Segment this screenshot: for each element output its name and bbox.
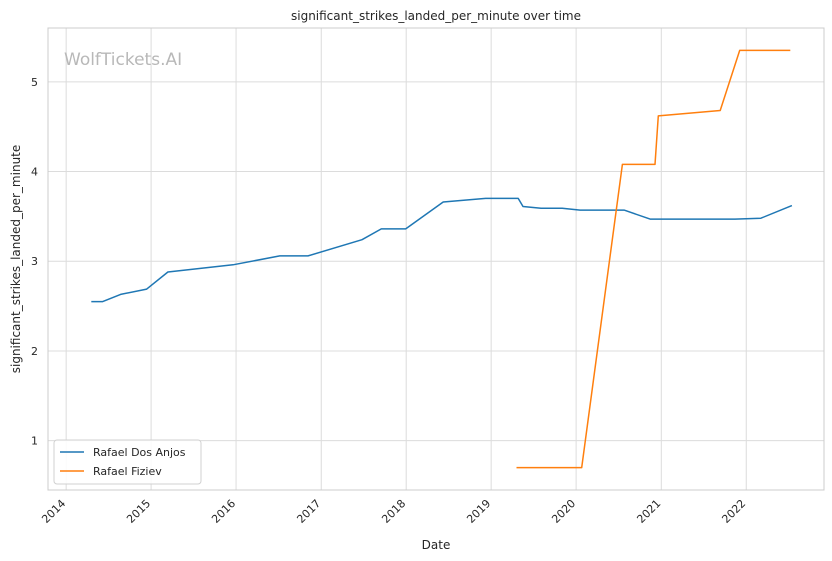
y-axis-title: significant_strikes_landed_per_minute [9, 145, 23, 374]
x-tick-label: 2022 [719, 497, 748, 526]
x-tick-label: 2015 [124, 497, 153, 526]
plot-area-background [48, 28, 824, 490]
series-line-fiziev [516, 49, 791, 469]
x-tick-label: 2017 [294, 497, 323, 526]
plot-area-frame [47, 27, 825, 491]
legend-box [53, 439, 202, 485]
series-layer [91, 49, 793, 469]
legend-label-dos-anjos: Rafael Dos Anjos [93, 446, 186, 459]
x-gridlines [65, 28, 747, 490]
x-tick-label: 2014 [39, 497, 68, 526]
x-tick-label: 2021 [634, 497, 663, 526]
y-tick-label: 5 [31, 76, 38, 89]
x-tick-label: 2016 [209, 497, 238, 526]
legend-label-fiziev: Rafael Fiziev [93, 465, 162, 478]
legend: Rafael Dos Anjos Rafael Fiziev [53, 439, 202, 485]
y-tick-label: 1 [31, 435, 38, 448]
series-line-dos-anjos [91, 197, 793, 303]
watermark-text: WolfTickets.AI [64, 50, 182, 70]
y-tick-label: 3 [31, 255, 38, 268]
x-tick-labels: 2014 2015 2016 2017 2018 2019 2020 2021 2022 [39, 497, 748, 526]
y-gridlines [48, 81, 824, 442]
chart-title: significant_strikes_landed_per_minute ov… [291, 9, 581, 23]
x-tick-label: 2019 [464, 497, 493, 526]
y-tick-label: 4 [31, 166, 38, 179]
x-tick-label: 2020 [549, 497, 578, 526]
y-tick-labels: 1 2 3 4 5 [31, 76, 38, 448]
x-axis-title: Date [422, 538, 451, 552]
x-tick-label: 2018 [379, 497, 408, 526]
y-tick-label: 2 [31, 345, 38, 358]
